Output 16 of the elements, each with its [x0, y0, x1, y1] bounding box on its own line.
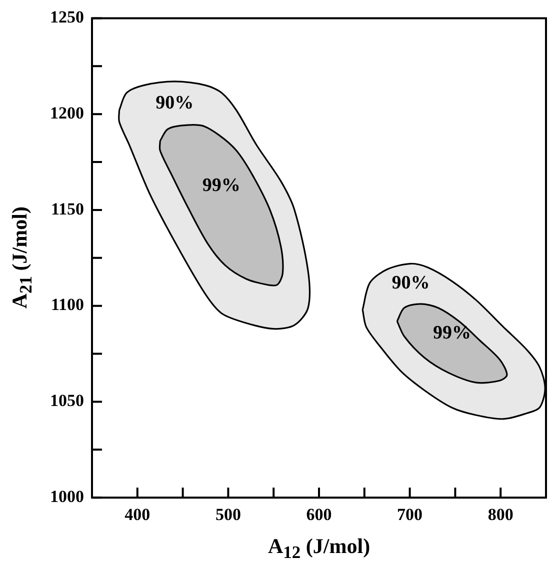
series-label: 99%	[202, 174, 240, 196]
y-tick-label: 1150	[50, 199, 84, 218]
x-tick-label: 400	[124, 505, 150, 524]
y-tick-label: 1050	[50, 391, 84, 410]
series-label: 90%	[392, 272, 430, 294]
x-axis-title: A$_{12}$ (J/mol)	[268, 534, 370, 563]
series-label: 99%	[433, 322, 472, 344]
y-tick-label: 1000	[50, 486, 84, 506]
x-tick-label: 600	[306, 505, 332, 524]
x-tick-label: 700	[397, 505, 423, 524]
x-tick-label: 500	[215, 505, 241, 524]
y-tick-label: 1250	[50, 8, 84, 27]
y-tick-label: 1100	[50, 295, 84, 314]
y-tick-label: 1200	[50, 103, 84, 122]
x-tick-label: 800	[488, 505, 514, 524]
series-label: 90%	[156, 92, 194, 114]
